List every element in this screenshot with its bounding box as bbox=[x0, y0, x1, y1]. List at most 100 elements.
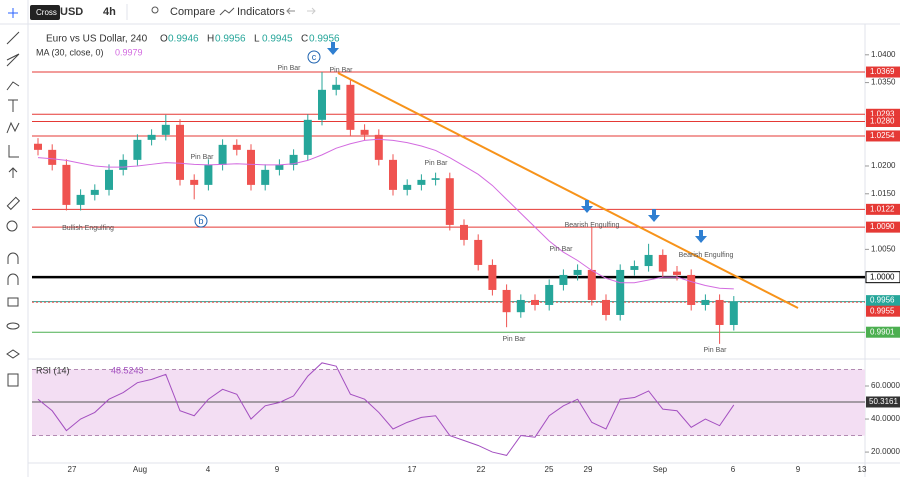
annotation: Bearish Engulfing bbox=[679, 252, 734, 259]
lock-tool[interactable] bbox=[7, 297, 19, 307]
candle-body bbox=[34, 143, 42, 150]
ohlc-value: 0.9945 bbox=[262, 34, 293, 45]
annotation: Pin Bar bbox=[330, 67, 354, 74]
cross-tool[interactable] bbox=[8, 8, 18, 18]
candle-body bbox=[360, 129, 369, 135]
rsi-y-tick-label: 60.0000 bbox=[871, 381, 900, 390]
x-tick-label: 17 bbox=[408, 465, 417, 474]
ma-name: MA (30, close, 0) bbox=[36, 47, 104, 57]
level-label: 1.0280 bbox=[870, 117, 895, 126]
candle-body bbox=[431, 178, 440, 180]
x-tick-label: 9 bbox=[275, 465, 280, 474]
rsi-mid-label: 50.3161 bbox=[869, 397, 898, 406]
forecast-tool[interactable] bbox=[8, 145, 19, 158]
wave-label: c bbox=[312, 52, 317, 62]
candle-body bbox=[261, 169, 270, 185]
candle-body bbox=[403, 184, 412, 190]
level-label: 1.0254 bbox=[870, 131, 895, 140]
arrow-tool[interactable] bbox=[8, 167, 18, 178]
magnet-tool[interactable] bbox=[7, 252, 19, 264]
wave-circle bbox=[194, 214, 208, 228]
lock-drawings[interactable] bbox=[7, 273, 19, 285]
annotation: Bullish Engulfing bbox=[62, 225, 114, 232]
candle-body bbox=[687, 274, 696, 305]
indicators-button[interactable]: Indicators bbox=[237, 6, 285, 18]
candle-body bbox=[630, 266, 639, 270]
trend-tool[interactable] bbox=[6, 31, 20, 45]
candle-body bbox=[729, 301, 738, 325]
candle-body bbox=[48, 149, 57, 165]
annotation: Pin Bar bbox=[550, 246, 574, 253]
candle-body bbox=[488, 264, 497, 290]
indicators-icon[interactable] bbox=[219, 7, 235, 16]
ruler-tool[interactable] bbox=[6, 196, 21, 211]
level-label-bg bbox=[866, 66, 900, 78]
candle-body bbox=[417, 179, 426, 185]
candle-body bbox=[374, 134, 383, 160]
layers-tool[interactable] bbox=[6, 349, 20, 359]
level-label: 1.0369 bbox=[870, 67, 895, 76]
level-label: 0.9956 bbox=[870, 296, 895, 305]
level-label-bg bbox=[866, 221, 900, 233]
annotation: Pin Bar bbox=[503, 336, 527, 343]
redo[interactable] bbox=[307, 7, 316, 15]
arrow bbox=[695, 230, 707, 243]
candle-body bbox=[176, 124, 184, 180]
level-label-bg bbox=[866, 116, 900, 128]
candle-body bbox=[460, 224, 468, 240]
candle-body bbox=[275, 164, 284, 170]
y-tick-label: 1.0400 bbox=[871, 50, 896, 59]
annotation: Pin Bar bbox=[191, 154, 215, 161]
fib-tool[interactable] bbox=[6, 53, 20, 67]
level-label-bg bbox=[866, 326, 900, 338]
x-tick-label: 29 bbox=[584, 465, 593, 474]
level-label-bg bbox=[866, 130, 900, 142]
pattern-tool[interactable] bbox=[6, 121, 20, 134]
ohlc-label: O bbox=[160, 34, 168, 45]
x-tick-label: 22 bbox=[477, 465, 486, 474]
candle-body bbox=[502, 289, 511, 313]
compare-icon[interactable] bbox=[151, 6, 159, 14]
arrow bbox=[327, 42, 339, 55]
rsi-y-tick-label: 20.0000 bbox=[871, 447, 900, 456]
brush-tool[interactable] bbox=[6, 81, 20, 91]
candle-body bbox=[559, 274, 568, 285]
candle-body bbox=[218, 144, 227, 165]
rsi-band bbox=[32, 369, 865, 436]
trash-tool[interactable] bbox=[7, 373, 19, 387]
candle-body bbox=[658, 254, 667, 272]
candle-body bbox=[545, 284, 554, 305]
price-pane: O 0.9946 H 0.9956 L 0.9945 C 0.99561.04001.0350… bbox=[32, 34, 900, 474]
candle-body bbox=[701, 299, 710, 305]
ohlc-value: 0.9956 bbox=[215, 34, 246, 45]
compare-button[interactable]: Compare bbox=[170, 6, 215, 18]
ma-value: 0.9979 bbox=[115, 47, 143, 57]
text-tool[interactable] bbox=[8, 99, 18, 112]
ohlc-label: L bbox=[254, 34, 260, 45]
rsi-y-tick-label: 40.0000 bbox=[871, 414, 900, 423]
level-label: 1.0122 bbox=[870, 204, 895, 213]
y-tick-label: 1.0050 bbox=[871, 244, 896, 253]
symbol[interactable]: USD bbox=[60, 6, 83, 18]
level-label-bg bbox=[866, 203, 900, 215]
level-label: 1.0000 bbox=[870, 272, 895, 281]
arrow bbox=[648, 209, 660, 222]
top-toolbar: Cross USD 4h Compare Indicators bbox=[0, 4, 900, 25]
annotation: Pin Bar bbox=[278, 65, 302, 72]
candle-body bbox=[516, 299, 525, 313]
hide-tool[interactable] bbox=[6, 322, 20, 330]
x-tick-label: 9 bbox=[796, 465, 801, 474]
zoom-tool[interactable] bbox=[6, 220, 18, 232]
candle-body bbox=[133, 139, 142, 160]
candle-body bbox=[147, 134, 156, 140]
interval[interactable]: 4h bbox=[103, 6, 116, 18]
candle-body bbox=[346, 84, 355, 130]
ohlc-label: H bbox=[207, 34, 214, 45]
candle-body bbox=[644, 254, 653, 267]
rsi-value: 48.5243 bbox=[111, 365, 144, 375]
undo[interactable] bbox=[286, 7, 295, 15]
series-title: Euro vs US Dollar, 240 bbox=[46, 34, 148, 45]
x-tick-label: Aug bbox=[133, 465, 147, 474]
candle-body bbox=[474, 239, 483, 265]
